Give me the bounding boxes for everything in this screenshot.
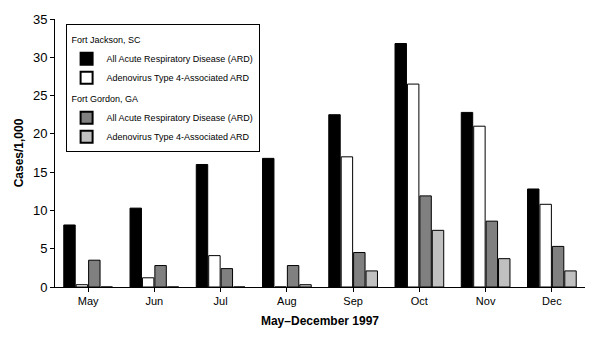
svg-text:May: May <box>78 295 99 307</box>
svg-text:Jul: Jul <box>214 295 228 307</box>
svg-text:5: 5 <box>40 241 47 256</box>
svg-text:0: 0 <box>40 280 47 295</box>
svg-text:May–December 1997: May–December 1997 <box>261 314 379 328</box>
svg-text:All Acute Respiratory Disease: All Acute Respiratory Disease (ARD) <box>107 54 253 64</box>
svg-text:15: 15 <box>33 165 47 180</box>
svg-text:All Acute Respiratory Disease: All Acute Respiratory Disease (ARD) <box>107 113 253 123</box>
svg-text:25: 25 <box>33 88 47 103</box>
svg-text:Adenovirus Type 4-Associated A: Adenovirus Type 4-Associated ARD <box>107 73 250 83</box>
svg-text:Aug: Aug <box>277 295 297 307</box>
svg-text:Sep: Sep <box>343 295 363 307</box>
svg-text:Fort Jackson, SC: Fort Jackson, SC <box>72 35 142 45</box>
svg-text:10: 10 <box>33 203 47 218</box>
svg-text:20: 20 <box>33 126 47 141</box>
svg-text:35: 35 <box>33 12 47 27</box>
svg-text:Adenovirus Type 4-Associated A: Adenovirus Type 4-Associated ARD <box>107 132 250 142</box>
svg-text:Nov: Nov <box>476 295 496 307</box>
svg-text:Jun: Jun <box>146 295 164 307</box>
svg-text:Cases/1,000: Cases/1,000 <box>12 118 26 187</box>
svg-text:Oct: Oct <box>411 295 428 307</box>
svg-text:Dec: Dec <box>542 295 562 307</box>
svg-text:30: 30 <box>33 50 47 65</box>
svg-text:Fort Gordon, GA: Fort Gordon, GA <box>72 94 139 104</box>
